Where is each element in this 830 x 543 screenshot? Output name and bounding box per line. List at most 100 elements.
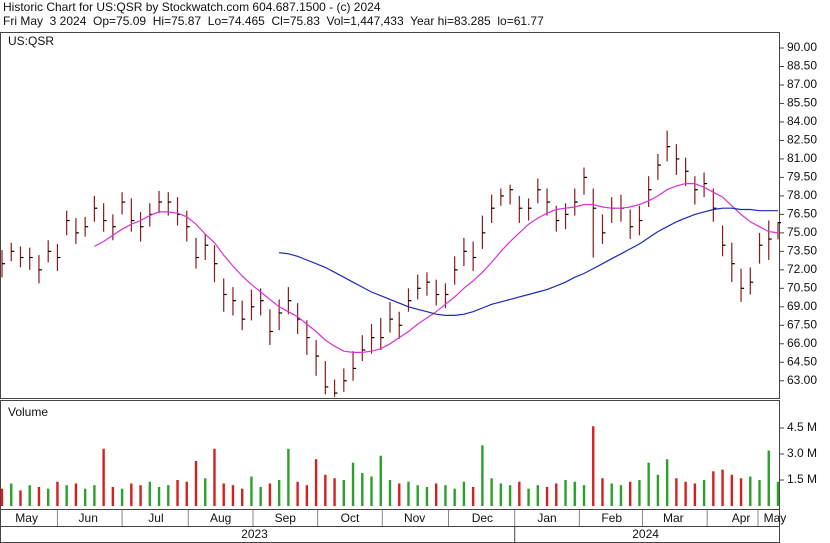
x-tick-label: Jun [79,511,98,525]
price-panel [0,32,780,399]
x-tick-label: Oct [341,511,360,525]
volume-bar [749,476,752,506]
y-tick-label: 69.00 [787,299,817,313]
volume-bar [665,459,669,506]
y-tick-label: 66.00 [787,336,817,350]
volume-bar [277,480,281,506]
volume-bar [305,485,309,506]
volume-bar [102,448,105,506]
y-tick-label: 63.00 [787,373,817,387]
volume-bar [555,483,558,506]
volume-bar [120,488,124,506]
volume-bar [730,474,734,506]
volume-bar [222,483,225,506]
volume-bar [767,450,770,506]
volume-bar [74,483,78,506]
volume-bar [434,483,438,506]
chart-subtitle: Fri May 3 2024 Op=75.09 Hi=75.87 Lo=74.4… [3,14,544,28]
y-tick-label: 90.00 [787,40,817,54]
volume-bar [185,481,188,506]
volume-bar [638,480,641,506]
volume-bar [527,488,530,506]
volume-bar [776,481,780,506]
x-tick-label: May [15,511,38,525]
y-tick-label: 64.50 [787,354,817,368]
volume-bar [573,481,576,506]
volume-bar [28,485,31,506]
y-tick-label: 72.00 [787,262,817,276]
volume-bar [721,469,724,506]
moving-average [279,207,778,316]
volume-bar [37,486,41,506]
y-tick-label: 82.50 [787,133,817,147]
volume-bar [213,448,216,506]
volume-bar [83,488,87,506]
x-tick-label: Nov [404,511,425,525]
volume-bar [712,471,715,506]
volume-bar [176,480,179,506]
symbol-label: US:QSR [8,34,54,48]
volume-bar [167,485,170,506]
volume-bar [10,483,13,506]
volume-bar [139,485,142,506]
volume-bar [508,485,512,506]
x-tick-label: Mar [663,511,684,525]
volume-bar [490,478,493,506]
volume-bar [130,483,133,506]
x-tick-label: Feb [601,511,622,525]
volume-bar [157,486,161,506]
volume-bar [656,474,660,506]
y-tick-label: 67.50 [787,317,817,331]
volume-bar [370,476,373,506]
volume-bar [287,448,290,506]
volume-bar [379,455,382,506]
y-tick-label: 84.00 [787,114,817,128]
volume-bar [333,478,336,506]
year-label: 2024 [632,527,659,541]
volume-bar [416,485,419,506]
y-tick-label: 76.50 [787,207,817,221]
volume-bar [240,488,244,506]
volume-bar [296,481,299,506]
chart-title: Historic Chart for US:QSR by Stockwatch.… [3,0,381,14]
volume-tick-label: 1.5 M [787,472,817,486]
volume-bar [481,445,484,506]
y-tick-label: 79.50 [787,170,817,184]
volume-bar [19,490,22,506]
volume-bar [194,460,198,506]
volume-bar [471,486,475,506]
volume-bar [619,485,623,506]
y-tick-label: 78.00 [787,188,817,202]
volume-bar [342,480,346,506]
volume-bar [324,474,327,506]
moving-average [94,183,779,353]
volume-label: Volume [8,405,48,419]
volume-bar [351,462,355,506]
volume-bar [582,485,586,506]
x-tick-label: Aug [210,511,231,525]
volume-bar [148,481,152,506]
y-tick-label: 73.50 [787,244,817,258]
y-tick-label: 70.50 [787,280,817,294]
y-tick-label: 75.00 [787,225,817,239]
volume-tick-label: 3.0 M [787,446,817,460]
volume-bar [601,478,604,506]
volume-bar [647,462,650,506]
x-tick-label: May [764,511,787,525]
x-tick-label: Sep [275,511,297,525]
y-tick-label: 85.50 [787,96,817,110]
volume-bar [628,481,632,506]
volume-tick-label: 4.5 M [787,420,817,434]
volume-bar [361,473,364,506]
volume-bar [398,483,401,506]
volume-bar [0,488,4,506]
volume-bar [407,481,410,506]
volume-bar [425,486,429,506]
volume-bar [388,480,392,506]
volume-bar [453,488,456,506]
volume-bar [564,480,567,506]
volume-bar [56,481,59,506]
volume-bar [444,485,447,506]
